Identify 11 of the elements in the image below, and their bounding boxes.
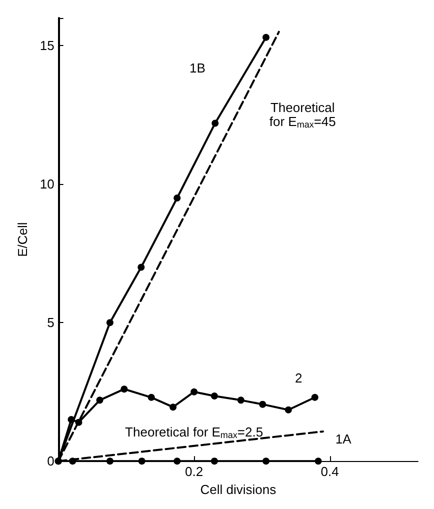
- y-tick-label: 15: [40, 38, 54, 54]
- x-axis-title: Cell divisions: [200, 482, 277, 497]
- y-tick-label: 5: [47, 315, 54, 330]
- y-tick-label: 10: [40, 176, 54, 192]
- y-axis-title: E/Cell: [15, 222, 30, 257]
- x-tick-label: 0.4: [320, 464, 339, 480]
- annotation: 2: [294, 370, 302, 386]
- x-tick-label: 0.2: [185, 464, 204, 480]
- annotation: 1A: [335, 431, 352, 446]
- annotation: 1B: [190, 60, 206, 76]
- y-tick-label: 0: [47, 454, 54, 469]
